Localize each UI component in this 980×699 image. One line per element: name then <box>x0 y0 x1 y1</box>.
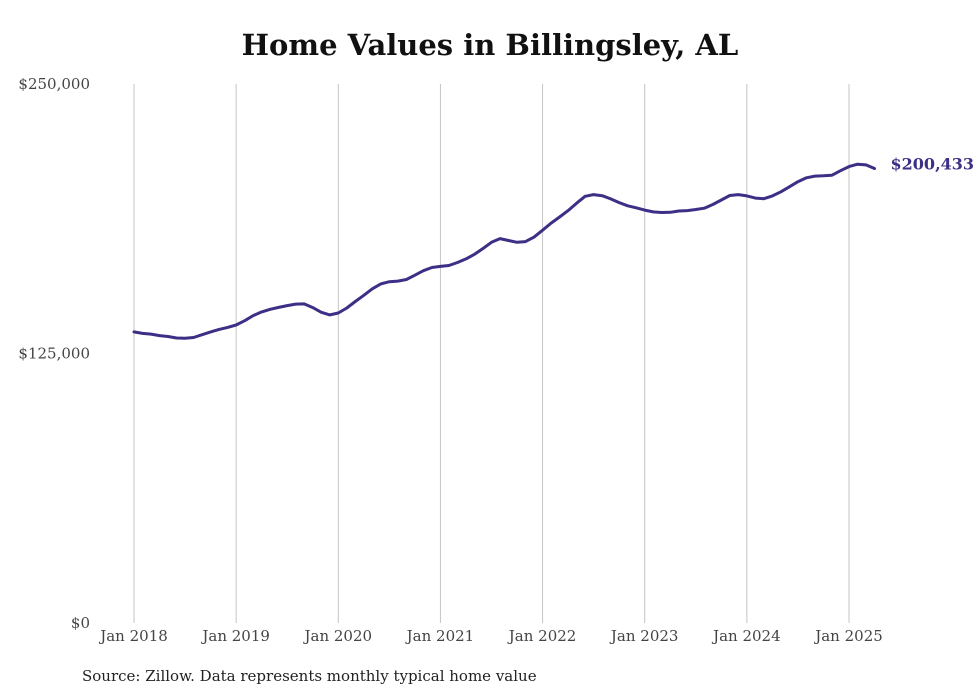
x-tick-label: Jan 2025 <box>813 627 883 645</box>
y-tick-label: $250,000 <box>18 75 90 93</box>
chart-title: Home Values in Billingsley, AL <box>241 28 739 62</box>
y-tick-label: $125,000 <box>18 345 90 363</box>
y-axis-ticks: $0 $125,000 $250,000 <box>18 75 90 632</box>
x-tick-label: Jan 2020 <box>303 627 373 645</box>
series-line <box>132 162 876 340</box>
x-tick-label: Jan 2018 <box>98 627 168 645</box>
y-tick-label: $0 <box>71 614 90 632</box>
x-axis-ticks: Jan 2018 Jan 2019 Jan 2020 Jan 2021 Jan 2022… <box>98 627 883 645</box>
series-layer: $200,433 <box>132 155 975 340</box>
x-tick-label: Jan 2023 <box>609 627 679 645</box>
x-tick-label: Jan 2021 <box>405 627 475 645</box>
x-tick-label: Jan 2019 <box>200 627 270 645</box>
end-value-label: $200,433 <box>891 155 975 174</box>
gridlines <box>133 84 850 623</box>
x-tick-label: Jan 2022 <box>507 627 577 645</box>
x-tick-label: Jan 2024 <box>711 627 781 645</box>
source-note: Source: Zillow. Data represents monthly … <box>82 667 537 685</box>
